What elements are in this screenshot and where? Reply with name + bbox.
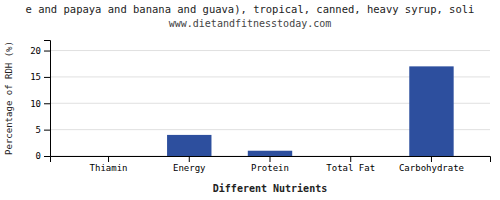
y-tick-mark [44, 103, 50, 104]
x-tick-label: Protein [251, 163, 289, 173]
bar [248, 151, 292, 156]
y-tick-mark [44, 130, 50, 131]
x-tick-mark [270, 156, 271, 162]
x-tick-mark [189, 156, 190, 162]
y-tick: 5 [36, 125, 50, 135]
y-axis: 0 5 10 15 20 [30, 41, 50, 162]
plot: 0 5 10 15 20 Thiamin Energy Protein Total Fat Car… [30, 41, 490, 174]
y-tick-label: 0 [36, 151, 41, 161]
y-axis-line [44, 41, 51, 157]
grid [50, 51, 490, 156]
y-tick: 15 [30, 72, 50, 82]
y-tick: 10 [30, 99, 50, 109]
title: e and papaya and banana and guava), trop… [26, 3, 475, 15]
x-tick-mark [431, 156, 432, 162]
y-tick: 0 [36, 151, 50, 161]
bar [167, 135, 211, 156]
bar [86, 156, 130, 157]
bars [167, 66, 454, 156]
y-tick-label: 10 [30, 99, 41, 109]
grid-line [50, 50, 490, 51]
x-tick: Protein [251, 156, 289, 173]
x-tick-label: Total Fat [326, 163, 375, 173]
y-tick-mark [44, 156, 50, 157]
x-tick-label: Energy [173, 163, 206, 173]
x-axis-title: Different Nutrients [213, 183, 327, 194]
x-tick-mark [108, 156, 109, 162]
x-tick-label: Thiamin [90, 163, 128, 173]
x-tick: Carbohydrate [399, 156, 464, 173]
x-tick: Total Fat [326, 156, 375, 173]
bar [409, 66, 453, 156]
x-axis-line [51, 157, 491, 163]
y-tick-label: 20 [30, 46, 41, 56]
x-tick: Thiamin [90, 156, 128, 173]
y-tick-mark [44, 51, 50, 52]
x-tick-mark [350, 156, 351, 162]
subtitle: www.dietandfitnesstoday.com [169, 18, 332, 29]
chart: e and papaya and banana and guava), trop… [0, 0, 500, 200]
y-tick: 20 [30, 46, 50, 56]
y-tick-label: 15 [30, 72, 41, 82]
x-axis: Thiamin Energy Protein Total Fat Carbohydrat… [51, 156, 491, 173]
y-tick-label: 5 [36, 125, 41, 135]
y-axis-title: Percentage of RDH (%) [4, 41, 14, 155]
bar [329, 156, 373, 157]
x-tick-label: Carbohydrate [399, 163, 464, 173]
y-tick-mark [44, 77, 50, 78]
x-tick: Energy [173, 156, 206, 173]
